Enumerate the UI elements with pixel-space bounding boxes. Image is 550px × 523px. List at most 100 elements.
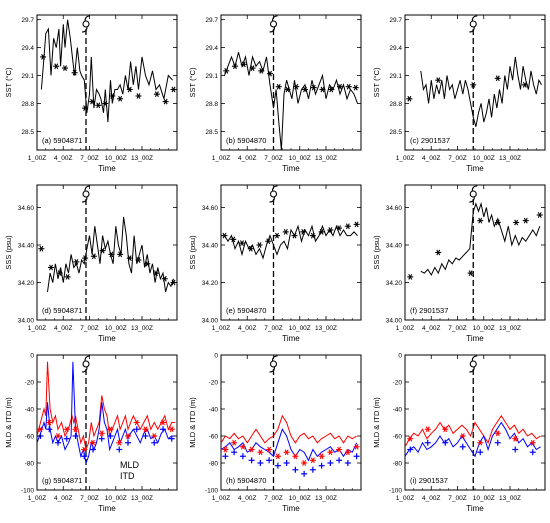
plot-area [406,29,542,150]
star-marker-mld [424,426,431,433]
x-tick-label: 7_00Z [80,325,98,332]
plus-marker-itd [133,426,140,433]
star-marker [318,229,325,235]
star-marker [144,260,151,267]
plot-area [223,29,359,150]
x-axis-label: Time [466,504,484,513]
series-line [224,224,358,260]
plus-marker-itd [151,439,158,446]
plus-marker-itd [168,435,175,442]
star-marker [256,242,263,248]
y-tick-label: 28.5 [21,129,34,136]
star-marker [282,229,289,235]
star-marker [494,75,501,82]
star-marker [82,105,89,111]
x-tick-label: 1_00Z [28,495,46,502]
plus-marker-itd [257,460,264,466]
x-tick-label: 1_00Z [396,155,414,162]
x-axis-label: Time [466,334,484,343]
series-line-mld [405,414,541,448]
star-marker-mld [318,453,325,460]
x-tick-label: 1_00Z [212,325,230,332]
plus-marker-itd [459,443,466,450]
x-tick-label: 1_00Z [396,495,414,502]
x-tick-label: 4_00Z [422,155,440,162]
x-tick-label: 10_00Z [473,495,495,502]
star-marker [300,229,307,235]
star-marker [477,217,484,224]
typhoon-symbol-icon [81,355,91,373]
y-tick-label: 28.8 [389,101,402,108]
x-tick-label: 13_00Z [499,155,521,162]
y-axis-label: SSS (psu) [4,235,13,270]
star-marker [99,247,106,254]
x-tick-label: 4_00Z [422,495,440,502]
x-tick-label: 13_00Z [315,325,337,332]
typhoon-symbol-icon [81,185,91,203]
star-marker-mld [81,446,88,453]
y-tick-label: 28.8 [205,101,218,108]
x-tick-label: 7_00Z [80,155,98,162]
star-marker [407,274,414,280]
typhoon-symbol-icon [269,15,278,33]
y-tick-label: 29.7 [389,17,402,24]
plus-marker-itd [407,446,414,453]
typhoon-symbol-icon [81,15,91,33]
star-marker [274,232,280,239]
panel-label: (f) 2901537 [410,306,448,315]
y-tick-label: -60 [25,434,35,441]
x-axis-label: Time [282,504,300,513]
panel-label: (g) 5904871 [42,476,82,485]
star-marker [56,270,63,276]
y-tick-label: -100 [389,488,402,495]
panel-g: -100 -80 -60 -40 -20 0 1_00Z 4_00Z 7_00Z 10_00Z 13… [4,353,178,513]
star-marker [108,251,115,258]
x-tick-label: 10_00Z [289,155,311,162]
plus-marker-itd [344,460,351,466]
y-tick-label: 29.7 [205,17,218,24]
plot-frame [36,184,178,321]
star-marker [82,255,89,261]
star-marker-mld [336,446,343,453]
x-tick-label: 10_00Z [105,155,127,162]
panel-i: -100 -80 -60 -40 -20 0 1_00Z 4_00Z 7_00Z 10_00Z 13… [372,353,546,513]
y-tick-label: 34.20 [202,280,219,287]
star-marker-mld [107,426,114,433]
y-tick-label: -60 [393,434,403,441]
plus-marker-itd [327,460,334,466]
y-tick-label: 28.8 [21,101,34,108]
y-tick-label: 34.60 [202,205,219,212]
plus-marker-itd [442,439,449,446]
star-marker [494,219,501,226]
y-tick-label: -40 [209,407,219,414]
star-marker-mld [133,419,140,426]
panel-f: 34.00 34.20 34.40 34.60 1_00Z 4_00Z 7_00Z 10_00… [372,184,546,343]
series-line-itd [405,421,541,458]
star-marker-mld [459,433,466,439]
star-marker-mld [63,426,70,433]
star-marker [522,217,529,224]
series-line-mld [37,361,176,452]
plot-frame [220,14,362,151]
y-tick-label: 0 [214,353,218,360]
panel-label: (i) 2901537 [410,476,448,485]
plus-marker-itd [81,453,88,460]
x-tick-label: 4_00Z [422,325,440,332]
y-tick-label: -80 [393,461,403,468]
y-tick-label: -80 [25,461,35,468]
x-tick-label: 7_00Z [264,495,282,502]
star-marker [53,63,60,70]
typhoon-symbol-icon [469,15,478,33]
x-tick-label: 13_00Z [499,495,521,502]
y-axis-label: SST (°C) [372,67,381,97]
x-tick-label: 4_00Z [238,495,256,502]
star-marker-mld [274,453,281,460]
star-marker-mld [90,439,96,446]
star-marker [64,274,71,280]
star-marker-mld [327,449,334,456]
star-marker-mld [442,426,449,433]
star-marker [302,86,308,93]
star-marker [102,100,109,107]
star-marker [521,81,528,88]
y-tick-label: 28.5 [205,129,218,136]
